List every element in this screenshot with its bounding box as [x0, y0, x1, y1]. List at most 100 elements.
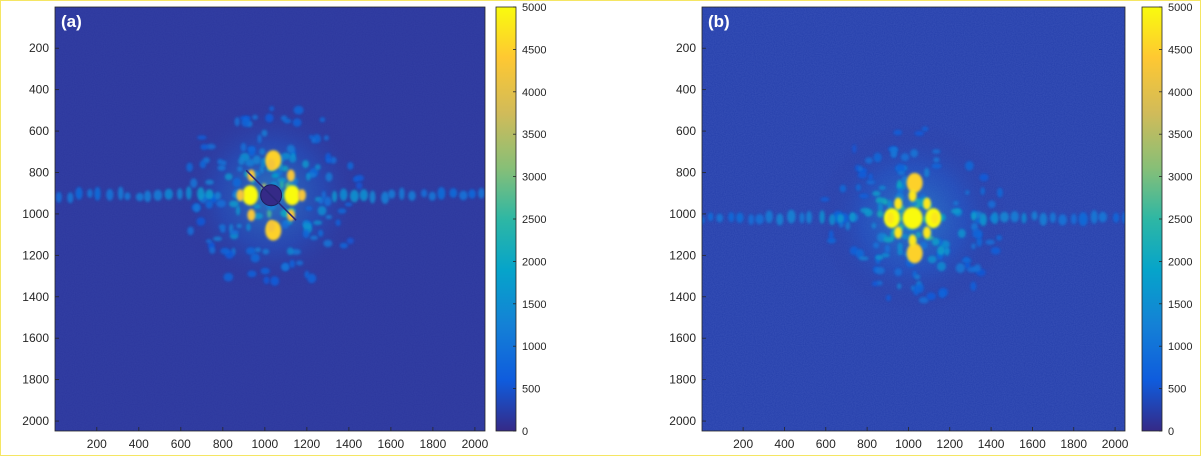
axes-box: [701, 6, 1126, 432]
y-tick-label: 400: [676, 83, 696, 97]
streak-speckle: [164, 188, 173, 200]
saturated-speckle: [902, 207, 923, 230]
bright-speckle: [247, 209, 256, 222]
colorbar-tick-label: 2000: [1168, 256, 1192, 268]
y-tick-label: 200: [676, 41, 696, 55]
speckle: [872, 281, 878, 287]
streak-speckle: [459, 190, 468, 201]
speckle: [325, 214, 332, 220]
y-tick-label: 1600: [22, 331, 49, 345]
speckle: [965, 161, 974, 171]
speckle: [197, 135, 207, 140]
streak-speckle: [135, 192, 144, 202]
speckle: [890, 150, 897, 158]
speckle: [286, 144, 295, 154]
streak-speckle: [381, 191, 390, 204]
colorbar-tick-label: 1500: [522, 299, 546, 311]
speckle: [820, 197, 830, 202]
speckle: [880, 197, 887, 204]
colorbar-tick-label: 3500: [522, 129, 546, 141]
streak-speckle: [837, 214, 845, 223]
speckle: [855, 249, 865, 259]
speckle: [971, 243, 976, 250]
speckle: [921, 126, 929, 132]
speckle: [220, 247, 230, 255]
streak-speckle: [359, 189, 368, 202]
speckle: [953, 201, 959, 206]
colorbar-tick-label: 4000: [1168, 87, 1192, 99]
speckle: [859, 193, 869, 199]
y-tick-label: 1800: [22, 373, 49, 387]
streak-speckle: [1058, 214, 1067, 226]
speckle: [997, 187, 1003, 198]
speckle: [865, 157, 873, 164]
streak-speckle: [205, 189, 214, 200]
speckle: [235, 205, 241, 216]
axes-box: [54, 6, 486, 432]
speckle: [897, 242, 903, 252]
speckle: [987, 200, 996, 209]
x-tick-label: 400: [129, 437, 149, 451]
speckle: [858, 256, 869, 261]
streak-speckle: [1133, 209, 1139, 222]
x-tick-label: 800: [213, 437, 233, 451]
speckle: [875, 266, 885, 275]
streak-speckle: [153, 189, 163, 201]
speckle: [293, 105, 304, 115]
speckle: [279, 180, 284, 189]
speckle: [346, 237, 354, 245]
speckle: [927, 255, 937, 264]
streak-speckle: [106, 188, 114, 201]
colorbar-tick-label: 0: [522, 426, 528, 438]
speckle: [214, 191, 222, 200]
speckle: [932, 149, 941, 154]
colorbar-tick-label: 500: [522, 384, 540, 396]
streak-speckle: [1070, 213, 1077, 225]
streak-speckle: [55, 191, 62, 203]
streak-speckle: [799, 212, 805, 224]
y-tick-label: 200: [29, 41, 49, 55]
speckle: [897, 208, 903, 214]
speckle: [900, 153, 910, 162]
speckle: [875, 255, 884, 260]
streak-speckle: [787, 209, 796, 224]
x-tick-label: 1200: [936, 437, 963, 451]
heatmap-panel-a: 200 400 600 800 1000 1200 1400 1600 1800 2000 200 4…: [22, 2, 546, 451]
saturated-speckle: [906, 172, 923, 193]
speckle: [286, 247, 294, 255]
streak-speckle: [1090, 210, 1098, 224]
speckle: [827, 237, 836, 244]
streak-speckle: [991, 212, 999, 224]
streak-speckle: [736, 212, 744, 223]
streak-speckle: [449, 188, 458, 198]
speckle: [205, 200, 213, 209]
x-tick-label: 400: [774, 437, 794, 451]
bright-speckle: [922, 226, 931, 239]
speckle: [875, 280, 883, 286]
speckle: [323, 239, 333, 248]
x-tick-label: 1800: [1060, 437, 1087, 451]
speckle: [257, 134, 262, 144]
speckle: [270, 276, 280, 286]
speckle: [889, 146, 899, 153]
bright-speckle: [922, 197, 931, 210]
colorbar-tick-label: 5000: [1168, 2, 1192, 14]
speckle: [325, 172, 333, 182]
streak-speckle: [428, 191, 436, 201]
streak-speckle: [87, 188, 93, 198]
streak-speckle: [47, 192, 53, 201]
speckle: [355, 174, 364, 182]
speckle: [914, 274, 921, 280]
y-tick-label: 1200: [669, 248, 696, 262]
bright-speckle: [894, 226, 903, 239]
speckle: [321, 190, 326, 200]
speckle: [937, 245, 945, 256]
speckle: [261, 129, 268, 137]
y-tick-label: 1400: [22, 290, 49, 304]
speckle: [253, 204, 261, 209]
speckle: [858, 165, 863, 172]
streak-speckle: [349, 189, 359, 203]
speckle: [323, 135, 329, 141]
speckle: [186, 162, 193, 172]
x-tick-label: 1400: [336, 437, 363, 451]
